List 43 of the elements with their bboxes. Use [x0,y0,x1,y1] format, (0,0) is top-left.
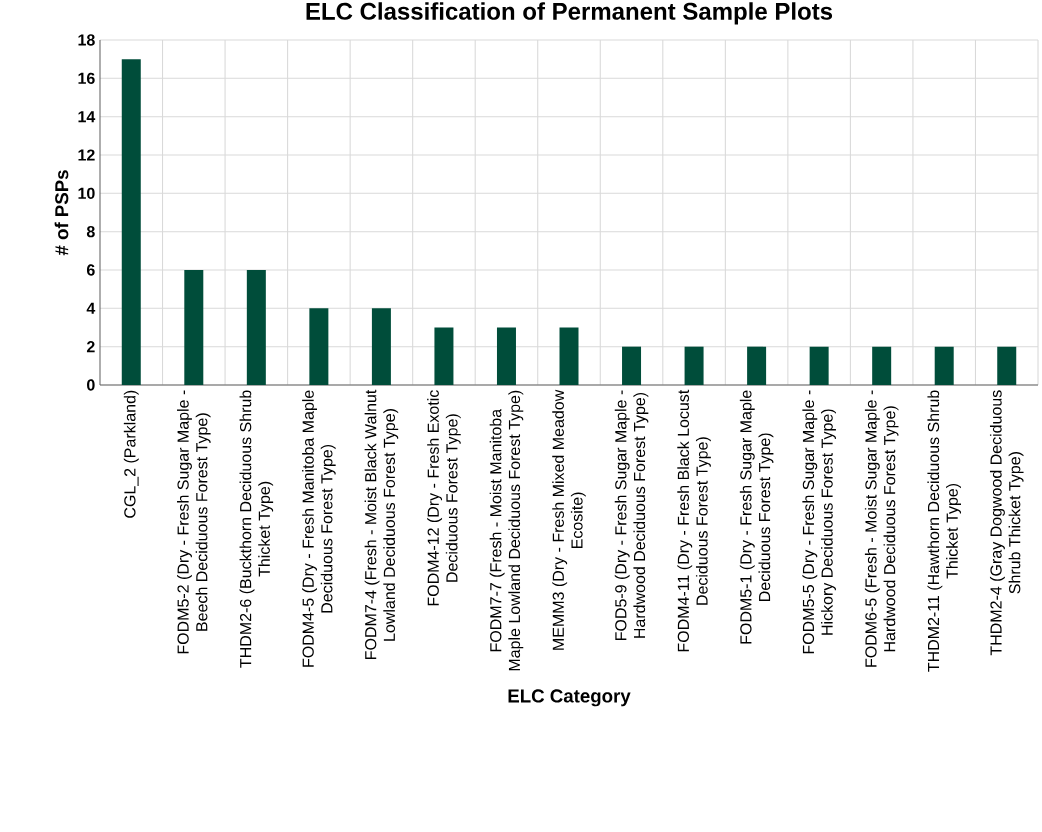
bar [997,346,1017,385]
x-tick-label: THDM2-11 (Hawthorn Deciduous Shrub Thicket Type) [927,390,961,672]
x-tick-label: FODM5-1 (Dry - Fresh Sugar Maple Deciduous Forest Type) [739,390,774,644]
y-tick-label: 14 [78,111,96,123]
bar [622,346,642,385]
x-tick-label: FODM5-2 (Dry - Fresh Sugar Maple - Beech Deciduous Forest Type) [177,390,211,654]
bar [934,346,954,385]
x-tick-label: FODM4-11 (Dry - Fresh Black Locust Deciduous Forest Type) [677,389,711,652]
bar [496,327,516,385]
bar [121,59,141,385]
x-tick-label: CGL_2 (Parkland) [123,390,139,518]
x-tick-label: MEMM3 (Dry - Fresh Mixed Meadow Ecosite) [552,389,586,650]
x-tick-label: FODM7-7 (Fresh - Moist Manitoba Maple Lowland Deciduous Forest Type) [489,390,524,671]
bar [559,327,579,385]
bar [809,346,829,385]
x-axis-title: ELC Category [508,689,631,707]
bar [872,346,892,385]
y-tick-label: 8 [86,226,95,238]
y-tick-label: 12 [78,149,95,161]
x-tick-label: FODM4-12 (Dry - Fresh Exotic Deciduous Forest Type) [427,390,461,606]
bar [309,308,329,385]
bar [184,270,204,385]
x-tick-label: THDM2-4 (Gray Dogwood Deciduous Shrub Thicket Type) [989,390,1024,656]
x-tick-label: FODM4-5 (Dry - Fresh Manitoba Maple Deciduous Forest Type) [302,390,336,667]
x-tick-label: FOD5-9 (Dry - Fresh Sugar Maple - Hardwood Deciduous Forest Type) [614,390,649,641]
bar [434,327,454,385]
y-tick-label: 18 [78,34,95,46]
x-tick-label: THDM2-6 (Buckthorn Deciduous Shrub Thicket Type) [239,390,274,668]
bar [371,308,391,385]
y-axis-title: # of PSPs [54,170,69,256]
bar [747,346,767,385]
y-tick-label: 16 [78,72,95,84]
y-tick-label: 0 [87,379,95,391]
x-tick-label: FODM6-5 (Fresh - Moist Sugar Maple - Hardwood Deciduous Forest Type) [864,390,899,667]
chart-title: ELC Classification of Permanent Sample Plots [306,2,833,25]
y-tick-label: 6 [86,264,95,276]
y-tick-label: 10 [78,187,95,199]
bar [246,270,266,385]
y-tick-label: 2 [86,341,95,353]
bar [684,346,704,385]
y-tick-label: 4 [86,302,96,314]
x-tick-label: FODM5-5 (Dry - Fresh Sugar Maple - Hickory Deciduous Forest Type) [802,390,836,654]
x-tick-label: FODM7-4 (Fresh - Moist Black Walnut Lowland Deciduous Forest Type) [364,389,399,659]
